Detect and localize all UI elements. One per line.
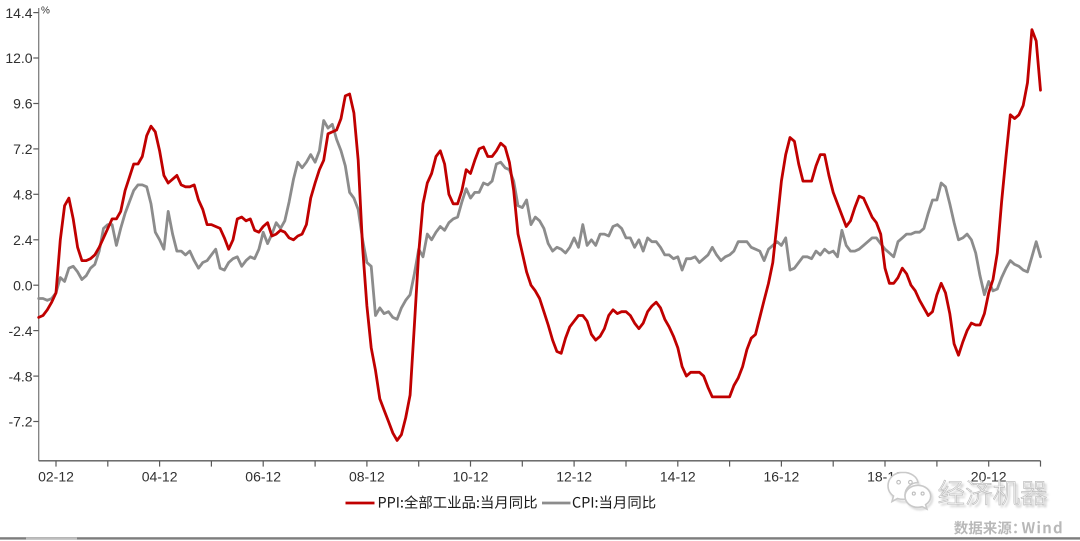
svg-text:7.2: 7.2 xyxy=(13,141,33,157)
svg-text:06-12: 06-12 xyxy=(245,468,281,484)
svg-text:16-12: 16-12 xyxy=(763,468,799,484)
svg-text:12-12: 12-12 xyxy=(556,468,592,484)
svg-text:10-12: 10-12 xyxy=(453,468,489,484)
svg-text:-4.8: -4.8 xyxy=(8,368,32,384)
svg-text:14-12: 14-12 xyxy=(660,468,696,484)
svg-text:0.0: 0.0 xyxy=(13,277,33,293)
svg-text:12.0: 12.0 xyxy=(5,50,32,66)
svg-text:%: % xyxy=(41,6,50,17)
svg-text:4.8: 4.8 xyxy=(13,187,33,203)
svg-text:2.4: 2.4 xyxy=(13,232,33,248)
svg-text:9.6: 9.6 xyxy=(13,96,33,112)
svg-text:08-12: 08-12 xyxy=(349,468,385,484)
svg-text:02-12: 02-12 xyxy=(38,468,74,484)
svg-text:20-12: 20-12 xyxy=(971,468,1007,484)
svg-text:14.4: 14.4 xyxy=(5,5,32,21)
svg-text:-7.2: -7.2 xyxy=(8,414,32,430)
svg-text:-2.4: -2.4 xyxy=(8,323,32,339)
svg-text:04-12: 04-12 xyxy=(142,468,178,484)
